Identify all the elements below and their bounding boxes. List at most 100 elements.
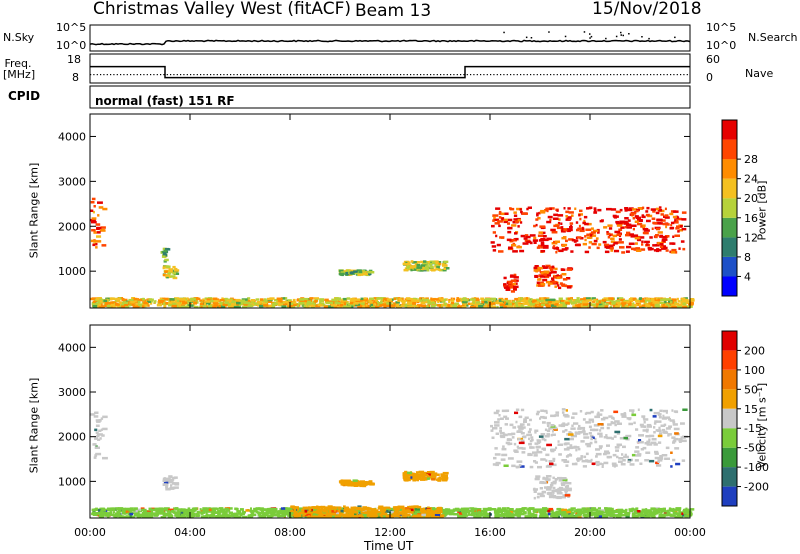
power-panel-cell <box>670 301 673 304</box>
velocity-panel-cell <box>364 512 370 516</box>
power-panel-cell <box>629 305 635 308</box>
velocity-panel-cell <box>540 492 544 496</box>
velocity-panel-cell <box>619 437 625 440</box>
power-panel-cell <box>319 298 324 301</box>
velocity-panel-cell <box>643 425 646 429</box>
velocity-panel-cell <box>129 514 132 518</box>
power-panel-cell <box>567 297 571 300</box>
velocity-panel-cell <box>99 437 102 440</box>
velocity-panel-cell <box>192 509 196 513</box>
velocity-panel-cell <box>657 459 663 462</box>
velocity-panel-cell <box>552 515 559 518</box>
velocity-panel-cell <box>171 509 175 513</box>
velocity-panel-cell <box>100 507 105 511</box>
velocity-panel-cell <box>277 510 283 513</box>
velocity-panel-cell <box>634 515 639 518</box>
power-panel-cell <box>162 252 167 255</box>
power-panel-cell <box>412 304 415 308</box>
power-panel-cell <box>171 304 177 308</box>
velocity-panel-cell <box>552 476 555 480</box>
velocity-panel-cell <box>247 514 250 517</box>
power-panel-cell <box>247 297 251 300</box>
power-panel-cell <box>513 273 517 277</box>
nave-dot <box>226 74 228 76</box>
power-panel-cell <box>204 304 208 308</box>
power-panel-cell <box>619 297 624 300</box>
power-panel-cell <box>566 216 572 219</box>
nave-dot <box>663 74 665 76</box>
power-panel-cell <box>115 297 120 301</box>
velocity-panel-cell <box>348 508 351 511</box>
power-panel-cell <box>533 236 537 240</box>
velocity-panel-cell <box>159 512 164 515</box>
velocity-panel-cell <box>181 514 185 517</box>
power-panel-cell <box>656 249 659 253</box>
power-panel-cell <box>467 302 471 305</box>
velocity-panel-cell <box>94 437 98 440</box>
nave-dot <box>126 74 128 76</box>
power-panel-cell <box>638 305 642 309</box>
power-panel-cell <box>451 305 458 308</box>
velocity-panel-cell <box>143 511 147 514</box>
velocity-panel-cell <box>259 514 262 517</box>
power-panel-cell <box>672 242 676 245</box>
power-panel-cell <box>281 305 287 308</box>
power-panel-cell <box>338 272 345 276</box>
power-panel-cell <box>182 301 188 304</box>
power-panel-cell <box>472 305 476 308</box>
nave-dot <box>473 74 475 76</box>
nave-dot <box>303 74 305 76</box>
power-panel-cell <box>618 238 622 241</box>
velocity-panel-cell <box>253 510 258 513</box>
velocity-panel-cell <box>380 512 387 516</box>
velocity-panel-cell <box>408 515 413 518</box>
velocity-panel-cell <box>624 511 631 515</box>
velocity-panel-cell <box>643 418 646 421</box>
power-panel-cell <box>469 298 476 301</box>
velocity-panel-cell <box>614 514 619 517</box>
noise-sky-line <box>89 39 691 46</box>
velocity-panel-cell <box>494 424 500 427</box>
velocity-panel-cell <box>560 496 566 499</box>
power-panel-cell <box>645 299 651 302</box>
velocity-panel-cell <box>664 512 670 515</box>
velocity-panel-cell <box>309 515 313 519</box>
velocity-panel-cell <box>533 490 537 493</box>
power-panel-cell <box>512 242 516 246</box>
velocity-panel-cell <box>600 426 605 430</box>
velocity-panel-cell <box>271 510 277 513</box>
power-panel-cell <box>520 210 523 214</box>
velocity-panel-cell <box>592 428 599 432</box>
velocity-panel-cell <box>501 409 508 413</box>
power-panel-cell <box>508 281 513 285</box>
velocity-panel-cell <box>680 422 685 425</box>
velocity-panel-cell <box>173 486 179 489</box>
power-panel-cell <box>660 219 666 222</box>
power-panel-cell <box>369 297 375 300</box>
power-panel-cell <box>141 303 145 306</box>
nave-dot <box>446 74 448 76</box>
power-panel-cell <box>606 232 611 236</box>
velocity-panel-cell <box>654 420 658 423</box>
power-panel-cell <box>368 271 375 274</box>
power-panel-cell <box>553 213 558 217</box>
velocity-panel-cell <box>635 428 639 431</box>
power-panel-cell <box>592 229 599 233</box>
velocity-panel-cell <box>658 426 661 430</box>
power-panel-cell <box>635 300 640 303</box>
velocity-panel-cell <box>640 448 644 451</box>
power-panel-cell <box>649 236 653 239</box>
nave-dot <box>610 74 612 76</box>
velocity-panel-cell <box>672 423 678 426</box>
velocity-panel-cell <box>345 482 350 485</box>
power-panel-cell <box>255 298 260 301</box>
power-panel-cell <box>314 299 318 303</box>
velocity-panel-cell <box>95 431 99 434</box>
power-panel-cell <box>650 208 657 211</box>
velocity-panel-cell <box>648 434 655 438</box>
power-panel-cell <box>492 231 496 234</box>
power-panel-cell <box>362 272 369 276</box>
velocity-panel-cell <box>503 415 508 419</box>
velocity-panel-cell <box>117 513 121 516</box>
nave-dot <box>436 74 438 76</box>
